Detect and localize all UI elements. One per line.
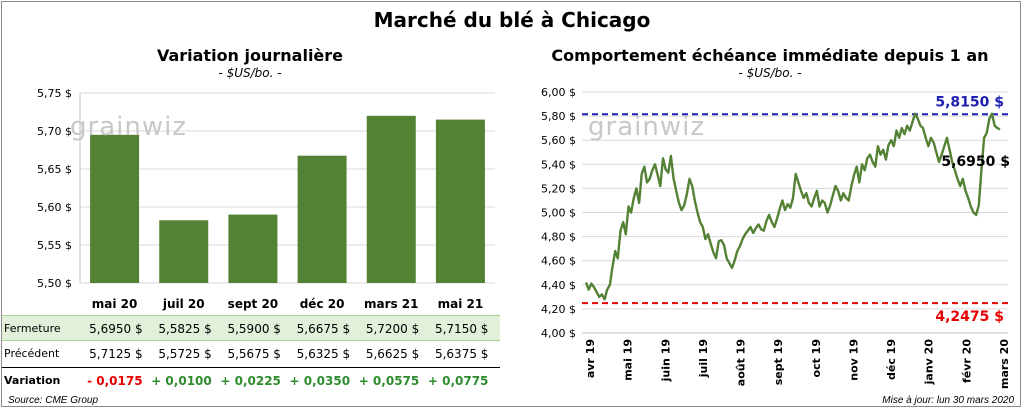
line-y-tick-label: 6,00 $ (541, 86, 576, 99)
bar (159, 220, 209, 283)
table-row: Variation - 0,0175 + 0,0100 + 0,0225 + 0,035… (2, 367, 500, 394)
bar-y-tick-label: 5,50 $ (37, 277, 72, 290)
line-x-tick-label: févr 20 (960, 339, 973, 383)
line-x-tick-label: avr 19 (584, 339, 597, 378)
line-x-tick-label: juil 19 (697, 339, 710, 378)
line-x-tick-label: oct 19 (810, 339, 823, 377)
table-cell: 5,7150 $ (434, 322, 489, 336)
bar (90, 134, 140, 283)
watermark-bar: grainwiz (70, 112, 187, 142)
line-x-tick-label: mai 19 (622, 339, 635, 381)
source-note: Source: CME Group (8, 395, 99, 406)
bar-x-tick-label: mai 21 (438, 297, 484, 311)
table-cell: 5,6950 $ (89, 322, 143, 336)
table-row: Fermeture 5,6950 $ 5,5825 $ 5,5900 $ 5,6675 … (2, 315, 500, 341)
watermark-text: grainwiz (70, 112, 187, 142)
table-row-label: Fermeture (4, 322, 61, 335)
line-y-tick-label: 4,20 $ (541, 303, 576, 316)
bar-x-tick-label: mars 21 (364, 297, 419, 311)
table-cell: + 0,0350 (289, 374, 351, 388)
bar-x-tick-label: sept 20 (228, 297, 278, 311)
table-cell: 5,5675 $ (227, 347, 281, 361)
line-x-tick-label: sept 19 (772, 339, 785, 385)
bar-x-tick-label: juil 20 (162, 297, 205, 311)
line-x-tick-label: août 19 (735, 339, 748, 386)
table-cell: 5,7200 $ (365, 322, 420, 336)
bar-y-tick-label: 5,60 $ (37, 201, 72, 214)
bar (366, 115, 416, 283)
table-cell: + 0,0575 (358, 374, 420, 388)
line-y-tick-label: 5,20 $ (541, 182, 576, 195)
line-x-tick-label: juin 19 (659, 339, 672, 382)
high-value-label: 5,8150 $ (935, 94, 1004, 110)
last-value-label: 5,6950 $ (941, 154, 1010, 170)
table-cell: 5,6625 $ (365, 347, 420, 361)
line-y-tick-label: 4,40 $ (541, 279, 576, 292)
line-y-tick-label: 5,40 $ (541, 158, 576, 171)
line-x-tick-label: janv 20 (923, 339, 936, 386)
price-table: Fermeture 5,6950 $ 5,5825 $ 5,5900 $ 5,6675 … (2, 315, 500, 394)
table-cell: 5,5725 $ (158, 347, 212, 361)
line-y-tick-label: 4,80 $ (541, 231, 576, 244)
bar-y-tick-label: 5,70 $ (37, 125, 72, 138)
bar (435, 119, 485, 283)
update-note: Mise à jour: lun 30 mars 2020 (882, 395, 1014, 406)
bar-chart-title: Variation journalière (156, 46, 344, 65)
table-cell: 5,7125 $ (89, 347, 143, 361)
table-row: Précédent 5,7125 $ 5,5725 $ 5,5675 $ 5,6325 … (2, 341, 500, 367)
table-cell: + 0,0100 (151, 374, 212, 388)
bar-x-tick-label: déc 20 (300, 297, 345, 311)
line-chart: 4,00 $ 4,20 $ 4,40 $ 4,60 $ 4,80 $ 5,00 $ 5,20… (541, 86, 1011, 389)
bar-y-tick-label: 5,65 $ (37, 163, 72, 176)
line-x-tick-label: mars 20 (998, 339, 1011, 389)
table-cell: 5,5825 $ (158, 322, 212, 336)
line-y-tick-label: 5,00 $ (541, 207, 576, 220)
low-value-label: 4,2475 $ (935, 309, 1004, 325)
watermark-text: grainwiz (588, 112, 705, 142)
line-chart-title: Comportement échéance immédiate depuis 1… (551, 46, 989, 65)
bar-y-tick-label: 5,55 $ (37, 239, 72, 252)
line-y-tick-label: 4,00 $ (541, 327, 576, 340)
bar-x-tick-label: mai 20 (92, 297, 138, 311)
bar (297, 155, 347, 283)
bar-chart: 5,50 $ 5,55 $ 5,60 $ 5,65 $ 5,70 $ 5,75 $ mai… (37, 87, 495, 311)
table-cell: 5,6375 $ (434, 347, 489, 361)
line-y-tick-label: 5,60 $ (541, 134, 576, 147)
table-cell: + 0,0225 (220, 374, 281, 388)
line-y-tick-label: 4,60 $ (541, 255, 576, 268)
price-line (584, 112, 1001, 301)
table-cell: 5,5900 $ (227, 322, 281, 336)
bar (228, 214, 278, 283)
line-x-tick-label: nov 19 (847, 339, 860, 381)
line-x-tick-label: déc 19 (885, 339, 898, 380)
table-cell: - 0,0175 (87, 374, 143, 388)
table-cell: 5,6675 $ (296, 322, 351, 336)
line-y-tick-label: 5,80 $ (541, 110, 576, 123)
table-cell: + 0,0775 (427, 374, 489, 388)
watermark-line: grainwiz (588, 112, 705, 142)
table-row-label: Précédent (4, 347, 60, 360)
table-row-label: Variation (4, 374, 61, 387)
table-cell: 5,6325 $ (296, 347, 351, 361)
page-title: Marché du blé à Chicago (373, 8, 651, 32)
bar-chart-units: - $US/bo. - (218, 66, 282, 80)
line-chart-units: - $US/bo. - (738, 66, 802, 80)
bar-y-tick-label: 5,75 $ (37, 87, 72, 100)
